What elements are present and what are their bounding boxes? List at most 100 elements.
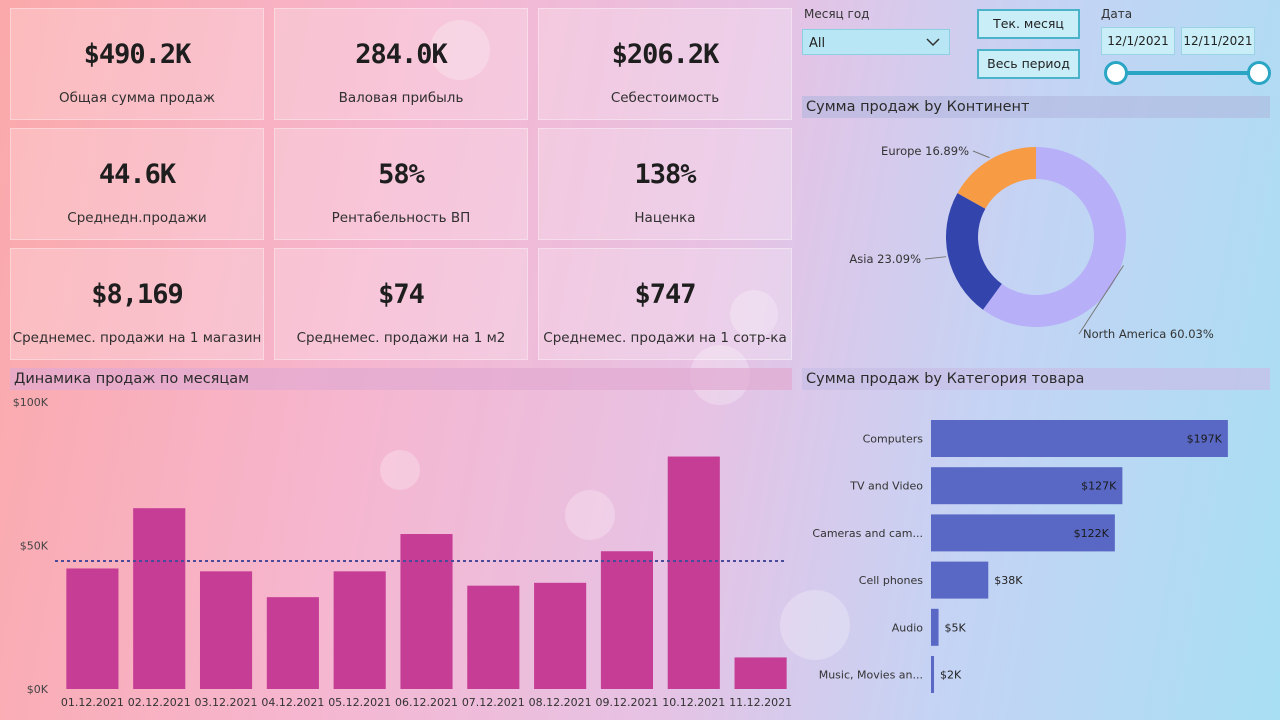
- month-filter-dropdown[interactable]: All: [802, 29, 950, 55]
- kpi-value: 44.6K: [98, 159, 176, 190]
- month-filter-label: Месяц год: [804, 7, 870, 21]
- monthly-sales-bar-chart: $0K $50K $100K 01.12.2021 02.12.2021 03.12.20…: [13, 396, 792, 709]
- kpi-value: $8,169: [91, 279, 184, 310]
- x-tick-label: 07.12.2021: [462, 696, 525, 709]
- x-tick-label: 09.12.2021: [595, 696, 658, 709]
- decor-bubble: [430, 20, 490, 80]
- category-data-label: $2K: [940, 669, 962, 682]
- kpi-card-gross-margin: 58% Рентабельность ВП: [274, 128, 528, 240]
- chevron-down-icon: [925, 34, 941, 54]
- donut-data-label: Asia 23.09%: [849, 252, 921, 266]
- category-data-label: $197K: [1187, 433, 1223, 446]
- x-tick-label: 04.12.2021: [261, 696, 324, 709]
- kpi-value: 138%: [634, 159, 696, 190]
- donut-slice-north-america: [982, 147, 1126, 327]
- monthly-bar: [534, 582, 587, 689]
- kpi-card-total-sales: $490.2K Общая сумма продаж: [10, 8, 264, 120]
- kpi-label: Среднедн.продажи: [67, 210, 207, 226]
- category-bar: [931, 608, 939, 646]
- donut-leader-line: [1078, 265, 1124, 335]
- kpi-label: Наценка: [634, 210, 696, 226]
- monthly-bar: [333, 571, 386, 689]
- category-label: Audio: [892, 621, 924, 634]
- kpi-label: Себестоимость: [610, 90, 720, 106]
- kpi-card-sales-per-employee: $747 Среднемес. продажи на 1 сотр-ка: [538, 248, 792, 360]
- x-tick-label: 02.12.2021: [128, 696, 191, 709]
- x-tick-label: 08.12.2021: [529, 696, 592, 709]
- category-bar: [931, 467, 1123, 505]
- kpi-value: 58%: [378, 159, 425, 190]
- current-month-button[interactable]: Тек. месяц: [977, 9, 1080, 39]
- category-data-label: $38K: [994, 574, 1023, 587]
- category-label: TV and Video: [849, 480, 923, 493]
- donut-leader-line: [924, 256, 947, 260]
- x-tick-label: 10.12.2021: [662, 696, 725, 709]
- continent-chart-title: Сумма продаж by Континент: [802, 96, 1270, 118]
- decor-bubble: [780, 590, 850, 660]
- monthly-bar: [266, 597, 319, 689]
- category-label: Music, Movies an...: [819, 669, 923, 682]
- donut-data-label: Europe 16.89%: [881, 144, 969, 158]
- monthly-bar: [199, 571, 253, 689]
- category-sales-bar-chart: Computers $197K TV and Video $127K Cameras a…: [812, 420, 1228, 693]
- kpi-label: Общая сумма продаж: [58, 90, 216, 106]
- x-tick-label: 06.12.2021: [395, 696, 458, 709]
- category-bar: [931, 420, 1228, 457]
- kpi-value: 284.0K: [355, 39, 448, 70]
- x-tick-label: 01.12.2021: [61, 696, 124, 709]
- kpi-card-gross-profit: 284.0K Валовая прибыль: [274, 8, 528, 120]
- category-bar: [931, 561, 989, 599]
- donut-data-label: North America 60.03%: [1083, 327, 1214, 341]
- date-to-input[interactable]: 12/11/2021: [1181, 27, 1255, 55]
- kpi-card-sales-per-store: $8,169 Среднемес. продажи на 1 магазин: [10, 248, 264, 360]
- category-data-label: $5K: [945, 621, 967, 634]
- donut-leader-line: [972, 150, 990, 159]
- date-slider-start-handle[interactable]: [1104, 61, 1128, 85]
- donut-slice-asia: [946, 193, 1002, 310]
- category-label: Cameras and cam...: [812, 527, 923, 540]
- kpi-label: Рентабельность ВП: [331, 210, 471, 226]
- all-period-button[interactable]: Весь период: [977, 49, 1080, 79]
- date-slider-end-handle[interactable]: [1247, 61, 1271, 85]
- kpi-card-markup: 138% Наценка: [538, 128, 792, 240]
- monthly-bar: [400, 534, 453, 689]
- kpi-value: $74: [378, 279, 425, 310]
- date-from-input[interactable]: 12/1/2021: [1101, 27, 1175, 55]
- donut-slice-europe: [957, 147, 1036, 209]
- category-label: Computers: [863, 433, 924, 446]
- monthly-bar: [467, 585, 520, 689]
- kpi-value: $490.2K: [83, 39, 192, 70]
- category-bar: [931, 656, 935, 693]
- kpi-label: Среднемес. продажи на 1 м2: [296, 330, 506, 346]
- kpi-label: Среднемес. продажи на 1 сотр-ка: [543, 330, 787, 346]
- category-data-label: $127K: [1081, 480, 1117, 493]
- kpi-value: $206.2K: [611, 39, 720, 70]
- category-chart-title: Сумма продаж by Категория товара: [802, 368, 1270, 390]
- decor-bubble: [380, 450, 420, 490]
- kpi-card-cost: $206.2K Себестоимость: [538, 8, 792, 120]
- monthly-bar: [600, 551, 654, 689]
- kpi-value: $747: [634, 279, 696, 310]
- date-filter-label: Дата: [1101, 7, 1133, 21]
- x-tick-label: 03.12.2021: [195, 696, 258, 709]
- category-label: Cell phones: [859, 574, 923, 587]
- y-tick-label: $100K: [13, 396, 49, 409]
- monthly-bar: [667, 456, 720, 689]
- kpi-label: Среднемес. продажи на 1 магазин: [12, 330, 262, 346]
- decor-bubble: [565, 490, 615, 540]
- monthly-bar: [734, 657, 787, 689]
- kpi-label: Валовая прибыль: [338, 90, 464, 106]
- monthly-bar: [133, 508, 186, 689]
- category-data-label: $122K: [1074, 527, 1110, 540]
- y-tick-label: $0K: [27, 683, 49, 696]
- monthly-chart-title: Динамика продаж по месяцам: [10, 368, 792, 390]
- category-bar: [931, 514, 1115, 552]
- x-tick-label: 05.12.2021: [328, 696, 391, 709]
- kpi-card-sales-per-m2: $74 Среднемес. продажи на 1 м2: [274, 248, 528, 360]
- date-slider-track[interactable]: [1116, 71, 1259, 75]
- x-tick-label: 11.12.2021: [729, 696, 792, 709]
- monthly-bar: [66, 568, 119, 689]
- month-filter-value: All: [809, 36, 826, 51]
- kpi-card-avg-daily-sales: 44.6K Среднедн.продажи: [10, 128, 264, 240]
- continent-donut-chart: North America 60.03% Asia 23.09% Europe 16…: [849, 144, 1214, 341]
